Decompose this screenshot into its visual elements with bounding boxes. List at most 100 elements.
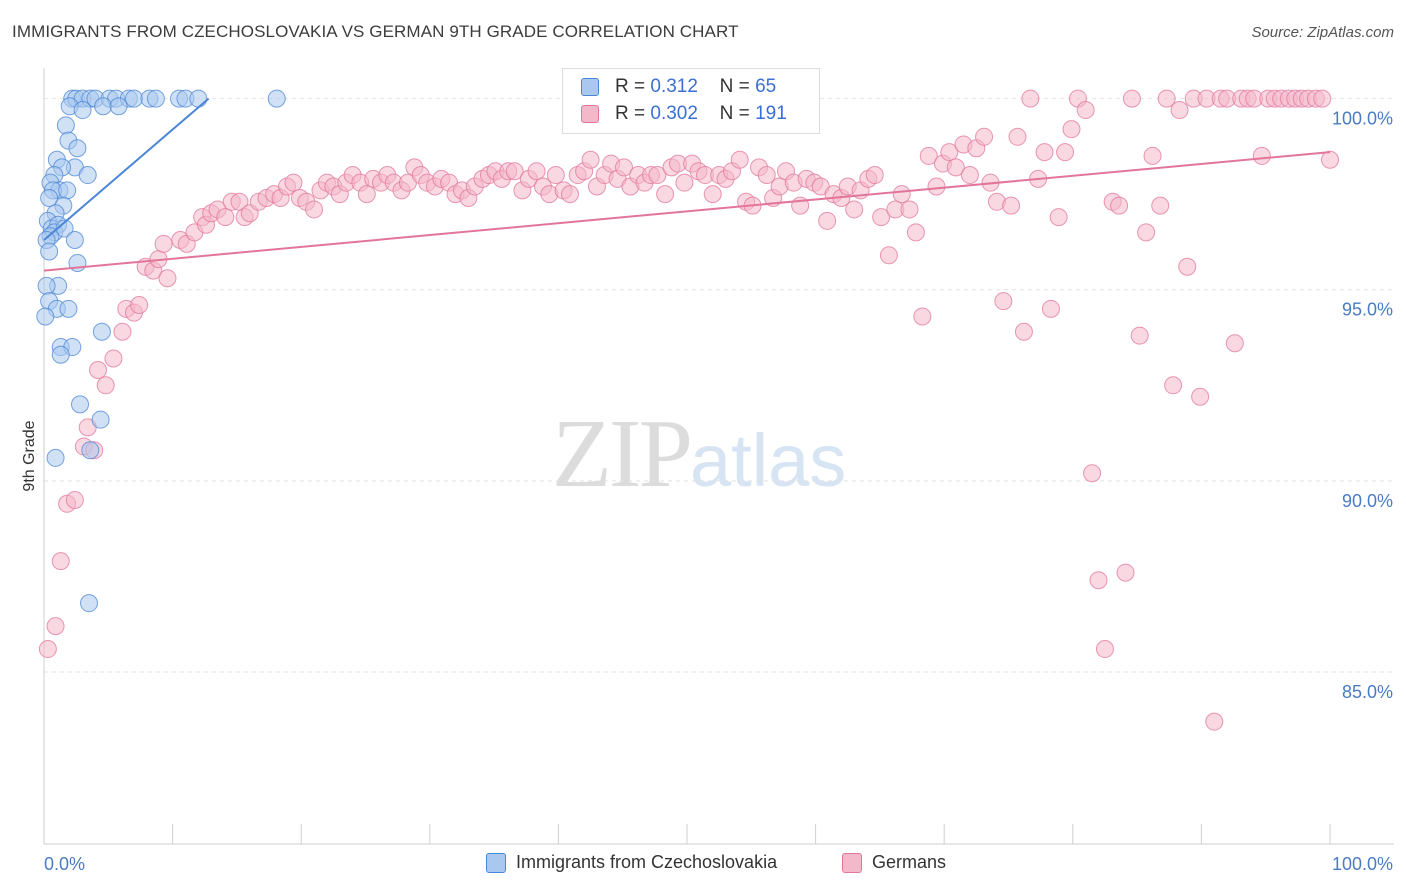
germans-point (527, 162, 546, 181)
czechoslovakia-point (58, 181, 77, 200)
czechoslovakia-point (65, 231, 84, 250)
czechoslovakia-point (40, 242, 59, 261)
czechoslovakia-point (51, 345, 70, 364)
germans-point (89, 360, 108, 379)
czechoslovakia-point (59, 299, 78, 318)
germans-point (1021, 89, 1040, 108)
germans-point (1008, 127, 1027, 146)
czechoslovakia-point (92, 322, 111, 341)
germans-point (46, 617, 65, 636)
legend-swatch-blue (581, 78, 599, 96)
germans-point (892, 185, 911, 204)
germans-point (614, 158, 633, 177)
germans-point (818, 211, 837, 230)
czechoslovakia-point (46, 448, 65, 467)
czechoslovakia-point (146, 89, 165, 108)
x-tick-label-min: 0.0% (44, 854, 85, 874)
germans-points (38, 89, 1339, 731)
germans-point (1095, 640, 1114, 659)
germans-point (872, 208, 891, 227)
germans-point (906, 223, 925, 242)
germans-point (1170, 101, 1189, 120)
czechoslovakia-point (189, 89, 208, 108)
germans-point (96, 376, 115, 395)
germans-point (1116, 563, 1135, 582)
germans-point (1137, 223, 1156, 242)
germans-point (656, 185, 675, 204)
germans-point (1041, 299, 1060, 318)
germans-point (305, 200, 324, 219)
germans-point (648, 166, 667, 185)
czechoslovakia-point (80, 594, 99, 613)
germans-point (994, 292, 1013, 311)
legend-swatch-pink (581, 105, 599, 123)
germans-point (130, 296, 149, 315)
bottom-legend-czechoslovakia[interactable]: Immigrants from Czechoslovakia (486, 852, 777, 873)
watermark: ZIPatlas (552, 398, 846, 510)
legend-box: R = 0.312 N = 65 R = 0.302 N = 191 (562, 68, 820, 134)
czechoslovakia-point (267, 89, 286, 108)
germans-point (879, 246, 898, 265)
czechoslovakia-points (36, 89, 286, 613)
chart-title: IMMIGRANTS FROM CZECHOSLOVAKIA VS GERMAN… (12, 22, 739, 41)
y-tick-label: 95.0% (1342, 300, 1393, 320)
legend-r-value: 0.312 (650, 76, 698, 97)
czechoslovakia-point (125, 89, 144, 108)
germans-point (845, 200, 864, 219)
czechoslovakia-point (36, 307, 55, 326)
germans-point (1321, 150, 1339, 169)
germans-point (581, 150, 600, 169)
czechoslovakia-trend-line (43, 97, 210, 241)
germans-point (1110, 196, 1129, 215)
bottom-legend-label: Immigrants from Czechoslovakia (516, 852, 778, 872)
y-tick-label: 100.0% (1332, 109, 1393, 129)
germans-point (1089, 571, 1108, 590)
czechoslovakia-point (40, 188, 59, 207)
germans-point (158, 269, 177, 288)
legend-r-label: R = (615, 103, 646, 124)
germans-point (51, 552, 70, 571)
germans-point (1313, 89, 1332, 108)
germans-point (913, 307, 932, 326)
legend-row-germans: R = 0.302 N = 191 (581, 101, 787, 127)
czechoslovakia-point (56, 116, 75, 135)
legend-n-label: N = (719, 103, 750, 124)
germans-point (703, 185, 722, 204)
germans-point (546, 166, 565, 185)
czechoslovakia-point (94, 97, 113, 116)
trend-lines (43, 97, 1331, 272)
germans-point (113, 322, 132, 341)
germans-point (216, 208, 235, 227)
germans-point (1035, 143, 1054, 162)
czechoslovakia-point (91, 410, 110, 429)
tick-labels: 85.0% 90.0% 95.0% 100.0% 0.0% 100.0% 9th Grade (21, 109, 1393, 874)
legend-row-czechoslovakia: R = 0.312 N = 65 (581, 74, 776, 100)
bottom-legend: Immigrants from Czechoslovakia Germans (0, 852, 1406, 876)
legend-n-label: N = (719, 76, 750, 97)
czechoslovakia-point (78, 166, 97, 185)
legend-swatch-blue (486, 852, 506, 873)
germans-point (1076, 101, 1095, 120)
legend-swatch-pink (842, 852, 862, 873)
legend-n-value: 65 (755, 76, 777, 97)
germans-point (757, 166, 776, 185)
legend-n-value: 191 (755, 103, 787, 124)
germans-point (927, 177, 946, 196)
bottom-legend-germans[interactable]: Germans (842, 852, 946, 873)
germans-point (865, 166, 884, 185)
czechoslovakia-point (73, 101, 92, 120)
germans-point (1049, 208, 1068, 227)
germans-point (1178, 257, 1197, 276)
germans-point (919, 146, 938, 165)
y-tick-label: 85.0% (1342, 682, 1393, 702)
y-axis-title: 9th Grade (21, 420, 38, 491)
germans-point (560, 185, 579, 204)
bottom-legend-label: Germans (872, 852, 947, 872)
germans-point (675, 173, 694, 192)
germans-point (38, 640, 57, 659)
germans-point (1164, 376, 1183, 395)
germans-point (730, 150, 749, 169)
germans-point (65, 490, 84, 509)
germans-point (357, 185, 376, 204)
